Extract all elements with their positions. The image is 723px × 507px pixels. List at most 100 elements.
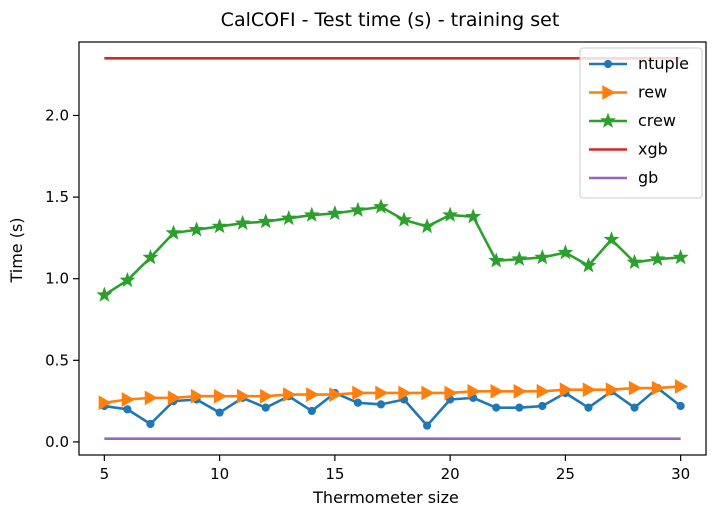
data-point-ntuple <box>676 401 685 411</box>
data-point-crew <box>488 252 505 268</box>
data-point-ntuple <box>584 403 593 412</box>
data-point-crew <box>511 250 528 266</box>
data-point-crew <box>465 208 482 224</box>
legend-entry-gb: gb <box>589 168 658 187</box>
data-point-rew <box>628 380 643 396</box>
series-rew <box>98 379 689 411</box>
data-point-rew <box>513 383 527 399</box>
legend-entry-crew: crew <box>589 111 676 130</box>
data-point-crew <box>165 224 182 240</box>
data-point-rew <box>582 382 596 398</box>
data-point-crew <box>234 214 251 230</box>
axes <box>78 41 707 456</box>
data-point-rew <box>490 383 504 399</box>
data-point-crew <box>373 198 389 214</box>
tick-layer: 5 10 15 20 25 30 0.0 0.5 1.0 1.5 2.0 <box>45 106 690 483</box>
data-point-rew <box>375 385 389 401</box>
y-tick-label: 1.5 <box>45 188 69 206</box>
data-point-ntuple <box>307 406 316 416</box>
legend-label-xgb: xgb <box>638 140 668 159</box>
data-point-ntuple <box>123 405 132 414</box>
data-point-crew <box>188 221 205 237</box>
y-tick-label: 0.0 <box>45 433 69 451</box>
data-point-rew <box>605 382 620 398</box>
data-point-ntuple <box>492 403 501 412</box>
data-point-rew <box>236 388 251 404</box>
x-tick-label: 20 <box>441 465 460 483</box>
legend-marker-rew <box>602 85 616 100</box>
data-point-rew <box>467 383 481 399</box>
data-point-rew <box>306 387 320 402</box>
x-tick-label: 5 <box>100 465 110 483</box>
data-point-crew <box>396 211 412 227</box>
data-point-rew <box>398 385 412 401</box>
x-axis-label: Thermometer size <box>312 488 459 507</box>
data-point-ntuple <box>538 401 547 411</box>
data-point-crew <box>280 209 297 226</box>
x-tick-label: 25 <box>556 465 575 483</box>
data-point-crew <box>534 249 551 265</box>
x-tick-label: 15 <box>325 465 344 483</box>
data-point-rew <box>536 383 550 399</box>
data-point-ntuple <box>353 398 363 407</box>
data-point-ntuple <box>422 421 432 430</box>
data-point-crew <box>557 244 574 260</box>
legend-entry-rew: rew <box>589 83 667 102</box>
data-point-crew <box>649 250 666 266</box>
data-point-rew <box>190 388 205 404</box>
data-point-crew <box>303 206 320 222</box>
y-tick-label: 2.0 <box>45 106 69 124</box>
data-point-crew <box>119 271 136 288</box>
data-point-rew <box>352 385 366 401</box>
data-point-ntuple <box>215 408 224 417</box>
data-point-ntuple <box>376 400 386 409</box>
data-point-ntuple <box>146 419 155 429</box>
data-point-crew <box>211 218 228 234</box>
data-point-ntuple <box>261 403 270 412</box>
data-point-rew <box>651 380 666 396</box>
data-point-rew <box>144 390 158 406</box>
data-point-rew <box>421 385 435 401</box>
data-point-rew <box>674 379 689 394</box>
data-point-rew <box>444 385 458 401</box>
data-point-crew <box>442 206 459 222</box>
legend-box <box>579 47 703 199</box>
data-point-crew <box>142 249 159 265</box>
data-point-rew <box>559 382 573 398</box>
data-point-ntuple <box>630 403 639 412</box>
data-point-rew <box>98 395 112 411</box>
legend-entry-ntuple: ntuple <box>589 54 689 73</box>
legend-label-gb: gb <box>638 168 658 187</box>
chart-title: CalCOFI - Test time (s) - training set <box>221 9 560 31</box>
data-point-crew <box>580 257 597 273</box>
series-crew <box>96 198 689 302</box>
y-axis-label: Time (s) <box>7 217 26 283</box>
data-point-rew <box>167 390 182 406</box>
data-point-crew <box>349 201 366 217</box>
legend-label-rew: rew <box>638 83 667 102</box>
data-point-crew <box>326 205 343 221</box>
data-point-rew <box>213 388 228 404</box>
legend-label-ntuple: ntuple <box>638 54 689 73</box>
legend-marker-crew <box>600 112 616 128</box>
legend-marker-ntuple <box>603 59 613 69</box>
data-point-rew <box>329 387 343 402</box>
series-layer <box>96 57 689 440</box>
data-point-crew <box>419 218 436 234</box>
y-tick-label: 1.0 <box>45 270 69 288</box>
legend: ntuple rew crew xgb gb <box>579 47 703 199</box>
legend-entry-xgb: xgb <box>589 140 668 159</box>
y-tick-label: 0.5 <box>45 351 69 369</box>
series-line-ntuple <box>104 386 682 427</box>
data-point-crew <box>626 254 643 270</box>
legend-label-crew: crew <box>638 111 676 130</box>
data-point-crew <box>672 249 689 265</box>
data-point-rew <box>121 392 135 407</box>
x-tick-label: 30 <box>671 465 690 483</box>
data-point-crew <box>96 286 113 302</box>
data-point-rew <box>283 387 297 402</box>
data-point-rew <box>260 388 274 404</box>
data-point-crew <box>257 213 274 229</box>
